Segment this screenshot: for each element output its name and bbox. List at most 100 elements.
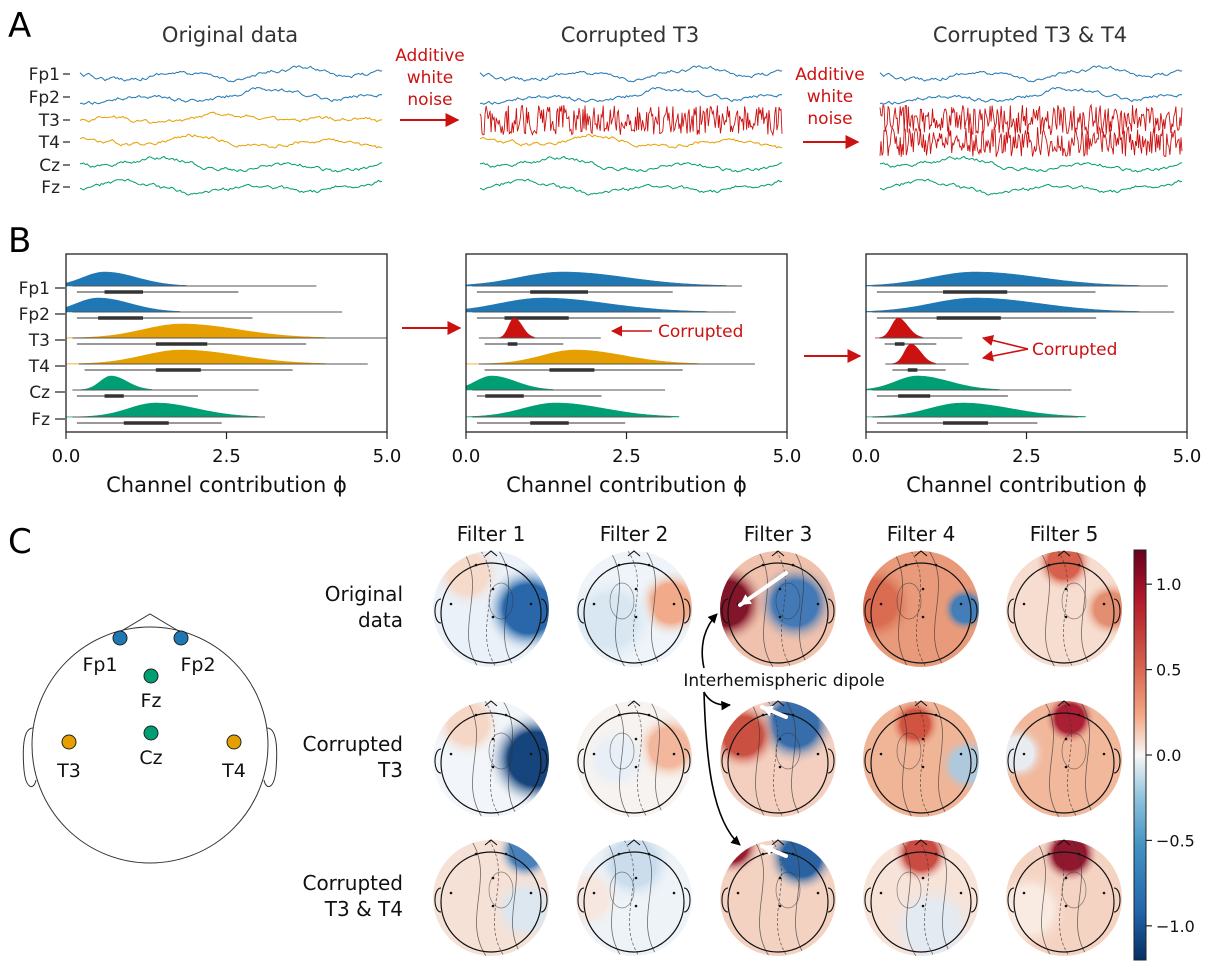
filter-title-3: Filter 3 (744, 522, 813, 546)
colorbar-tick-label-3: 0.0 (1156, 746, 1181, 765)
panel-b-channel-cz: Cz (29, 383, 50, 403)
density-fp1-1 (65, 271, 187, 287)
trace-fp2-2 (479, 86, 783, 105)
density-fp1-2 (465, 271, 727, 287)
filter-title-5: Filter 5 (1030, 522, 1099, 546)
panel-a-channel-fz: Fz (41, 178, 60, 198)
row-label-2-line-2: T3 (377, 758, 403, 782)
panel-b-letter: B (8, 221, 31, 261)
dipole-arrow-row2 (703, 691, 731, 711)
trace-t3-2 (479, 104, 783, 137)
row-label-1-line-2: data (358, 608, 403, 632)
dipole-annotation: Interhemispheric dipole (683, 671, 884, 691)
electrode-t3 (61, 734, 77, 750)
electrode-label-cz: Cz (139, 747, 162, 769)
electrode-fp1 (112, 630, 128, 646)
noise-label-1-line-1: Additive (395, 46, 465, 66)
density-fp2-2 (465, 297, 708, 313)
topo-map-r3-f4 (863, 839, 979, 956)
topo-map-r1-f4 (863, 550, 979, 667)
electrode-fp2 (173, 630, 189, 646)
density-t4-1 (65, 349, 326, 365)
row-label-3-line-1: Corrupted (302, 871, 403, 895)
x-tick-label-2-1: 0.0 (452, 446, 481, 467)
panel-a-channel-t4: T4 (38, 133, 60, 153)
trace-cz-1 (79, 155, 383, 173)
trace-fz-3 (879, 178, 1183, 196)
density-t4-3 (887, 343, 936, 365)
panel-a-letter: A (8, 6, 31, 46)
panel-a-channel-cz: Cz (39, 156, 60, 176)
density-t3-2 (494, 317, 535, 339)
topo-map-r2-f3 (720, 700, 836, 817)
dipole-arrow-row3 (703, 691, 741, 846)
topo-map-r1-f5 (1006, 550, 1122, 667)
topo-map-r1-f3 (720, 550, 836, 667)
corrupted-label-1: Corrupted (658, 322, 743, 342)
panel-c: C Fp1 Fp2 Fz Cz T3 T4 Filter 1 Filt (8, 522, 1195, 961)
x-axis-label-3: Channel contribution ϕ (906, 473, 1147, 497)
filter-title-4: Filter 4 (887, 522, 956, 546)
density-cz-2 (465, 375, 554, 391)
topo-map-r2-f5 (1006, 700, 1122, 817)
trace-t3-3 (879, 103, 1183, 136)
topo-map-r2-f4 (863, 700, 979, 817)
colorbar (1133, 549, 1147, 961)
x-tick-label-1-2: 2.5 (212, 446, 241, 467)
filter-title-2: Filter 2 (600, 522, 669, 546)
dipole-arrow-row1 (701, 613, 718, 669)
x-tick-label-3-3: 5.0 (1173, 446, 1202, 467)
noise-label-1-line-3: noise (407, 90, 452, 110)
x-tick-label-3-1: 0.0 (852, 446, 881, 467)
trace-fz-1 (79, 178, 383, 196)
topo-map-r1-f1 (433, 550, 549, 667)
density-fp1-3 (865, 271, 1140, 287)
electrode-label-t3: T3 (56, 760, 81, 782)
panel-c-letter: C (8, 522, 32, 562)
density-fp2-3 (865, 297, 1140, 313)
density-fz-2 (465, 402, 680, 418)
panel-b-channel-t4: T4 (28, 357, 50, 377)
panel-a-channel-t3: T3 (38, 111, 60, 131)
trace-t4-2 (479, 133, 783, 149)
trace-fp2-1 (79, 86, 383, 105)
density-cz-1 (72, 375, 153, 391)
annotation-bg (674, 668, 896, 692)
panel-a-title-2: Corrupted T3 (561, 23, 699, 47)
trace-cz-3 (879, 155, 1183, 173)
density-t3-3 (874, 317, 924, 339)
electrode-label-t4: T4 (221, 760, 246, 782)
panel-b-channel-fp1: Fp1 (19, 279, 50, 299)
x-axis-label-2: Channel contribution ϕ (506, 473, 747, 497)
topo-maps (433, 550, 1122, 956)
panel-b-channel-fp2: Fp2 (19, 305, 50, 325)
trace-fp1-3 (879, 65, 1183, 83)
density-fp2-1 (65, 297, 181, 313)
panel-b: B Fp1 Fp2 T3 T4 Cz Fz 0.0 2.5 5.0 Channel c… (8, 221, 1201, 497)
topo-map-r3-f2 (576, 839, 692, 956)
electrode-t4 (226, 734, 242, 750)
panel-a: A Original data Corrupted T3 Corrupted T… (8, 6, 1183, 198)
trace-fz-2 (479, 178, 783, 196)
trace-fp2-3 (879, 86, 1183, 105)
trace-cz-2 (479, 155, 783, 173)
electrode-fz (143, 668, 159, 684)
raincloud-frames: 0.0 2.5 5.0 Channel contribution ϕ 0.0 2.5 5.0… (52, 253, 1202, 497)
panel-a-channel-fp1: Fp1 (29, 65, 60, 85)
density-cz-3 (865, 375, 1000, 391)
x-tick-label-1-1: 0.0 (52, 446, 81, 467)
noise-label-1-line-2: white (407, 68, 454, 88)
noise-label-2-line-1: Additive (795, 65, 865, 85)
row-label-1-line-1: Original (325, 582, 403, 606)
colorbar-ticks: 1.0 0.5 0.0 −0.5 −1.0 (1146, 575, 1195, 936)
colorbar-tick-label-5: −1.0 (1156, 917, 1195, 936)
density-t4-2 (465, 349, 699, 365)
corrupted-arrow-t3-b (981, 334, 1029, 350)
panel-a-title-1: Original data (162, 23, 298, 47)
electrode-label-fz: Fz (141, 690, 162, 712)
trace-fp1-1 (79, 65, 383, 83)
electrode-label-fp1: Fp1 (82, 654, 117, 676)
x-tick-label-3-2: 2.5 (1012, 446, 1041, 467)
eeg-traces (79, 65, 1183, 196)
